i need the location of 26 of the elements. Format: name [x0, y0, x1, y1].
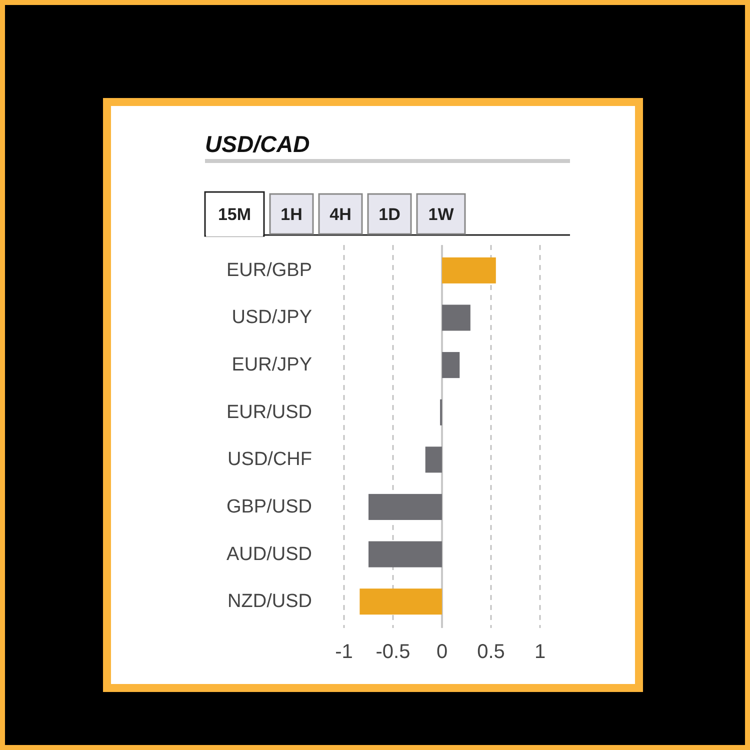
tab-button[interactable]: 4H	[318, 193, 363, 235]
y-tick-label: AUD/USD	[226, 544, 312, 565]
y-tick-label: EUR/GBP	[226, 260, 312, 281]
y-tick-label: USD/JPY	[232, 307, 312, 328]
y-tick-label: USD/CHF	[228, 449, 312, 470]
bar	[425, 446, 442, 473]
y-tick-label: NZD/USD	[228, 591, 312, 612]
y-tick-label: EUR/USD	[226, 402, 312, 423]
y-tick-label: GBP/USD	[226, 496, 312, 518]
x-tick-label: -1	[335, 641, 353, 663]
y-tick-label: EUR/JPY	[232, 354, 312, 376]
bar	[442, 304, 470, 331]
x-tick-label: 0	[436, 641, 448, 663]
tab-button[interactable]: 1D	[367, 193, 412, 235]
bar	[368, 541, 442, 568]
bar	[368, 494, 442, 520]
bar	[442, 257, 496, 284]
bar	[360, 588, 442, 615]
x-tick-label: 1	[534, 641, 546, 663]
tab-button[interactable]: 1W	[416, 193, 466, 235]
x-tick-label: -0.5	[376, 641, 410, 663]
tab-button[interactable]: 1H	[269, 193, 314, 235]
chart-title: USD/CAD	[205, 131, 310, 157]
tab-button[interactable]: 15M	[204, 191, 265, 237]
x-tick-label: 0.5	[477, 641, 505, 663]
bar	[442, 352, 460, 378]
